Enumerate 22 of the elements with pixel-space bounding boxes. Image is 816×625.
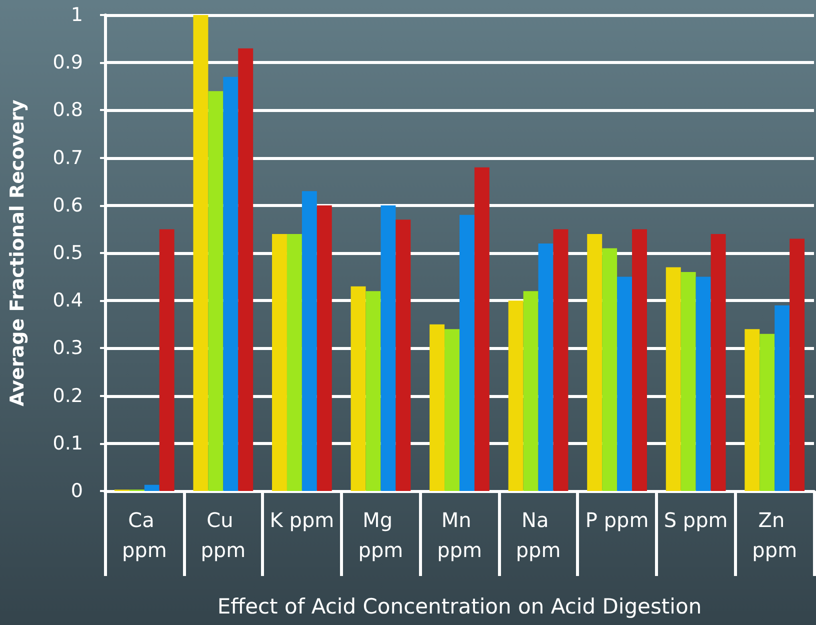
x-tick-label: Zn ppm: [752, 508, 798, 562]
y-tick-label: 0.2: [52, 384, 83, 407]
y-tick-label: 0.7: [52, 146, 83, 169]
x-tick-label: Cu ppm: [200, 508, 246, 562]
y-tick-label: 0.1: [52, 432, 83, 454]
y-tick-label: 0.3: [52, 337, 83, 360]
y-tick-label: 0.4: [52, 290, 83, 312]
x-tick-label: K ppm: [270, 508, 334, 532]
x-tick-label: P ppm: [585, 508, 649, 532]
y-tick-label: 0.8: [52, 99, 83, 122]
x-tick-label: Ca ppm: [122, 508, 167, 562]
x-axis-title: Effect of Acid Concentration on Acid Digestion: [217, 594, 702, 618]
x-tick-label: Mn ppm: [437, 508, 482, 562]
y-tick-label: 1: [70, 4, 83, 26]
x-tick-label: Mg ppm: [358, 508, 404, 562]
y-tick-label: 0.9: [52, 52, 83, 74]
x-tick-label: Na ppm: [516, 508, 561, 562]
y-axis-title: Average Fractional Recovery: [6, 98, 28, 406]
y-tick-label: 0.5: [52, 242, 83, 264]
y-tick-label: 0: [70, 480, 83, 502]
y-tick-label: 0.6: [52, 194, 83, 216]
x-tick-label: S ppm: [664, 508, 728, 532]
